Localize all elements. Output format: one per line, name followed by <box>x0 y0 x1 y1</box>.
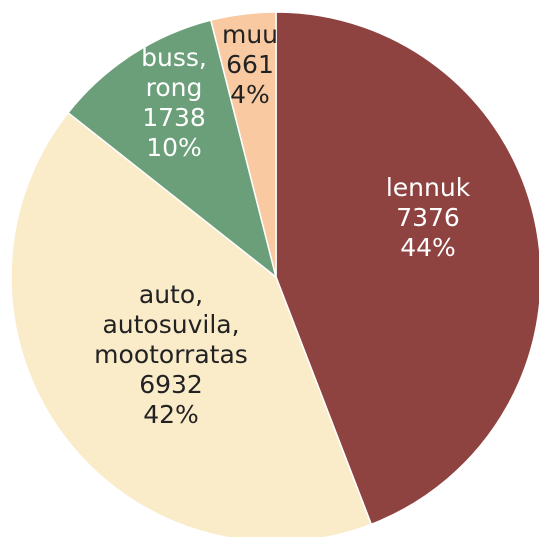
slice-label: auto, autosuvila, mootorratas <box>94 280 248 369</box>
slice-percent: 10% <box>146 133 202 162</box>
slice-value: 661 <box>226 50 274 79</box>
slice-label: lennuk <box>386 173 471 202</box>
slice-percent: 4% <box>230 80 270 109</box>
slice-percent: 42% <box>143 400 199 429</box>
slice-value: 1738 <box>142 103 206 132</box>
slice-label: muu <box>222 20 278 49</box>
pie-slice <box>209 11 277 278</box>
pie-slice <box>66 19 278 279</box>
pie-slice <box>10 111 373 537</box>
pie-slice <box>275 11 539 526</box>
slice-value: 7376 <box>396 203 460 232</box>
slice-label: buss, rong <box>141 43 207 102</box>
slice-percent: 44% <box>400 233 456 262</box>
slice-value: 6932 <box>139 370 203 399</box>
